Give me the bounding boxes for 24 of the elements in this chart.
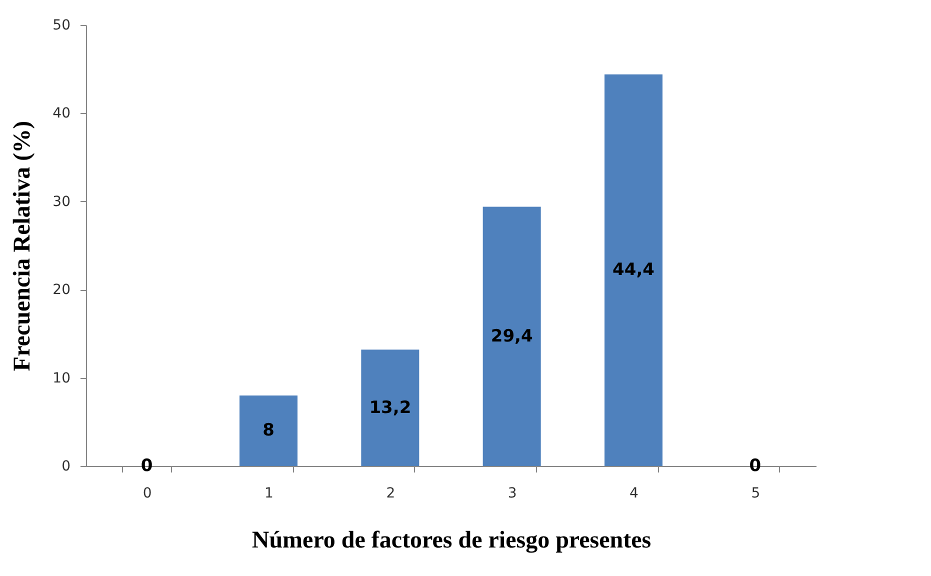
bar — [482, 206, 541, 466]
bar — [604, 74, 662, 466]
x-tick-label: 4 — [630, 486, 639, 502]
data-label: 13,2 — [369, 398, 412, 418]
y-tick-label: 20 — [52, 282, 70, 298]
y-tick-label: 50 — [52, 18, 70, 34]
y-tick-label: 30 — [52, 194, 70, 210]
y-tick-label: 10 — [52, 370, 70, 386]
x-tick-label: 1 — [264, 486, 274, 502]
y-tick-label: 40 — [52, 106, 70, 122]
data-label: 0 — [749, 456, 762, 476]
x-tick-label: 2 — [386, 486, 396, 502]
y-axis-title: Frecuencia Relativa (%) — [10, 120, 36, 372]
data-label: 0 — [140, 456, 153, 476]
y-tick-label: 0 — [62, 458, 70, 474]
data-label: 8 — [262, 420, 274, 441]
x-tick-label: 5 — [751, 486, 760, 502]
x-tick-label: 0 — [142, 486, 152, 502]
bar — [361, 350, 420, 466]
data-label: 44,4 — [612, 260, 655, 280]
x-tick-label: 3 — [508, 486, 517, 502]
bar — [240, 395, 298, 466]
data-label: 29,4 — [490, 326, 533, 346]
x-axis-title: Número de factores de riesgo presentes — [252, 528, 652, 554]
